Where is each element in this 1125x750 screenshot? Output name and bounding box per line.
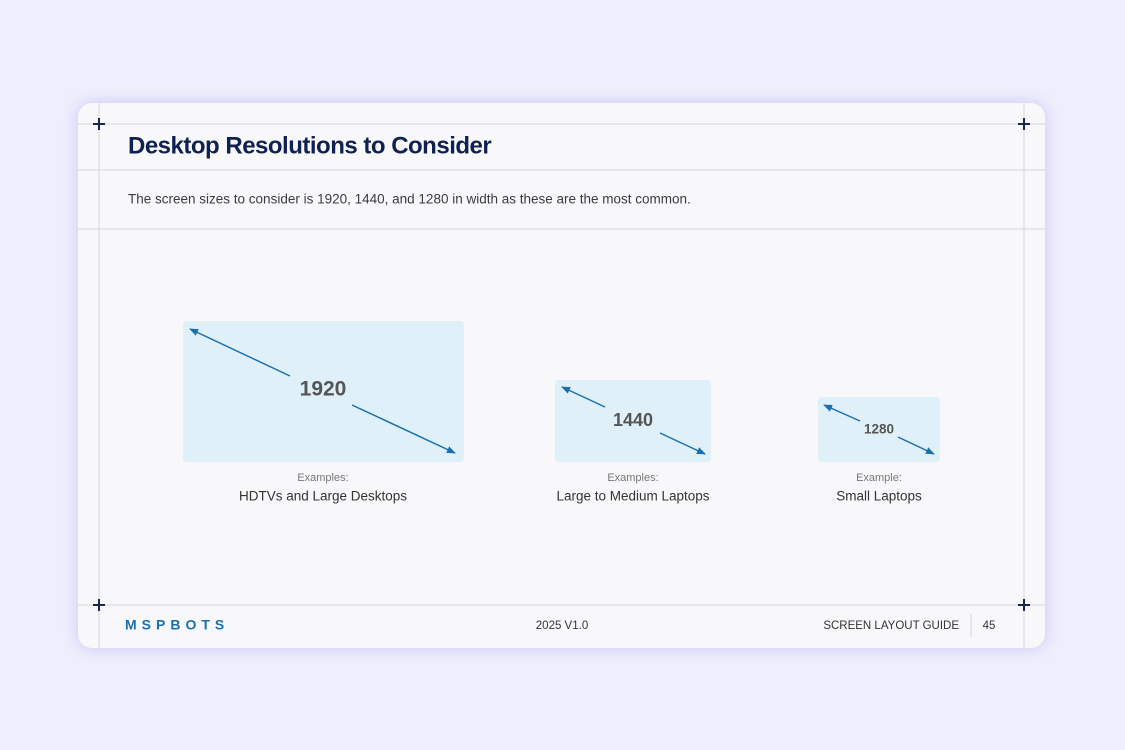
examples-text: Small Laptops	[836, 489, 922, 504]
resolution-card: 1920 Examples: HDTVs and Large Desktops	[183, 321, 464, 504]
footer-version: 2025 V1.0	[536, 620, 588, 632]
resolution-card: 1280 Example: Small Laptops	[818, 397, 940, 504]
arrow	[897, 436, 935, 455]
screen-box	[555, 380, 711, 462]
arrow	[561, 386, 606, 408]
examples-label: Examples:	[607, 472, 658, 484]
slide-title: Desktop Resolutions to Consider	[128, 132, 491, 159]
resolution-label: 1920	[300, 378, 347, 401]
resolution-label: 1440	[613, 410, 653, 430]
corner-marks	[93, 118, 1030, 611]
slide-card	[78, 103, 1045, 648]
resolution-card: 1440 Examples: Large to Medium Laptops	[555, 380, 711, 504]
arrow	[823, 404, 861, 422]
resolution-label: 1280	[864, 422, 894, 437]
page-number: 45	[983, 620, 996, 632]
screen-box	[818, 397, 940, 462]
examples-text: HDTVs and Large Desktops	[239, 489, 407, 504]
guide-lines	[78, 103, 1045, 648]
footer-logo: MSPBOTS	[125, 617, 229, 633]
footer-guide: SCREEN LAYOUT GUIDE	[823, 620, 959, 632]
arrow	[659, 432, 706, 455]
examples-label: Example:	[856, 472, 902, 484]
arrow	[189, 328, 291, 377]
examples-label: Examples:	[297, 472, 348, 484]
slide-description: The screen sizes to consider is 1920, 14…	[128, 192, 691, 207]
examples-text: Large to Medium Laptops	[556, 489, 709, 504]
screen-box	[183, 321, 464, 462]
arrow	[351, 404, 456, 454]
